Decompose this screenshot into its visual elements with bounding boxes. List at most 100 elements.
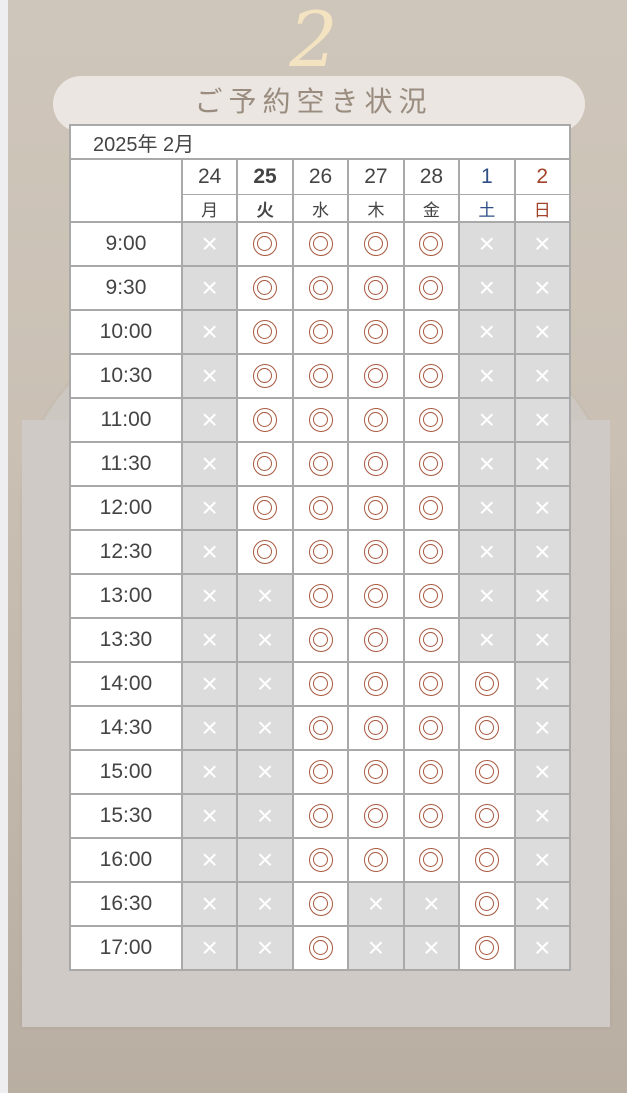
slot-available[interactable] — [291, 925, 350, 971]
slot-available[interactable] — [402, 529, 461, 575]
slot-unavailable: × — [347, 925, 405, 971]
double-circle-icon — [419, 760, 444, 784]
time-label: 10:00 — [69, 309, 183, 355]
slot-available[interactable] — [347, 837, 405, 883]
slot-available[interactable] — [402, 661, 461, 707]
slot-available[interactable] — [236, 441, 294, 487]
slot-available[interactable] — [402, 573, 461, 619]
slot-available[interactable] — [347, 441, 405, 487]
slot-available[interactable] — [347, 573, 405, 619]
slot-available[interactable] — [347, 309, 405, 355]
slot-available[interactable] — [347, 661, 405, 707]
slot-available[interactable] — [291, 661, 350, 707]
slot-available[interactable] — [402, 353, 461, 399]
slot-available[interactable] — [291, 837, 350, 883]
slot-available[interactable] — [347, 529, 405, 575]
slot-available[interactable] — [347, 353, 405, 399]
slot-available[interactable] — [402, 793, 461, 839]
day-of-week: 土 — [458, 194, 516, 223]
slot-available[interactable] — [291, 749, 350, 795]
slot-unavailable: × — [513, 397, 572, 443]
slot-available[interactable] — [236, 221, 294, 267]
time-slot-row: 13:30 × × × × — [69, 617, 572, 663]
slot-available[interactable] — [236, 265, 294, 311]
cross-icon: × — [534, 580, 551, 611]
double-circle-icon — [419, 716, 444, 740]
time-slot-row: 14:30 × × × — [69, 705, 572, 751]
cross-icon: × — [478, 624, 495, 655]
slot-available[interactable] — [291, 881, 350, 927]
cross-icon: × — [478, 448, 495, 479]
slot-available[interactable] — [291, 617, 350, 663]
cross-icon: × — [478, 580, 495, 611]
slot-unavailable: × — [236, 749, 294, 795]
slot-available[interactable] — [291, 529, 350, 575]
slot-available[interactable] — [291, 441, 350, 487]
slot-available[interactable] — [291, 353, 350, 399]
double-circle-icon — [474, 804, 499, 828]
time-label: 13:30 — [69, 617, 183, 663]
slot-unavailable: × — [236, 881, 294, 927]
day-date-2: 2 — [513, 158, 572, 195]
slot-available[interactable] — [291, 485, 350, 531]
cross-icon: × — [201, 624, 218, 655]
slot-available[interactable] — [291, 573, 350, 619]
slot-available[interactable] — [402, 309, 461, 355]
slot-available[interactable] — [458, 881, 516, 927]
slot-available[interactable] — [402, 617, 461, 663]
slot-unavailable: × — [236, 617, 294, 663]
day-of-week: 木 — [347, 194, 405, 223]
slot-available[interactable] — [236, 529, 294, 575]
slot-available[interactable] — [291, 397, 350, 443]
slot-available[interactable] — [236, 397, 294, 443]
slot-unavailable: × — [458, 485, 516, 531]
slot-unavailable: × — [458, 221, 516, 267]
time-slot-row: 13:00 × × × × — [69, 573, 572, 619]
slot-available[interactable] — [458, 837, 516, 883]
slot-available[interactable] — [291, 265, 350, 311]
time-slot-row: 11:30 × × × — [69, 441, 572, 487]
time-slot-row: 15:00 × × × — [69, 749, 572, 795]
slot-available[interactable] — [458, 661, 516, 707]
slot-available[interactable] — [458, 749, 516, 795]
slot-available[interactable] — [347, 705, 405, 751]
slot-available[interactable] — [402, 221, 461, 267]
slot-available[interactable] — [402, 397, 461, 443]
slot-available[interactable] — [236, 485, 294, 531]
slot-available[interactable] — [402, 837, 461, 883]
slot-available[interactable] — [402, 441, 461, 487]
slot-available[interactable] — [347, 221, 405, 267]
slot-unavailable: × — [180, 573, 239, 619]
slot-available[interactable] — [291, 793, 350, 839]
slot-available[interactable] — [458, 705, 516, 751]
double-circle-icon — [253, 320, 278, 344]
slot-available[interactable] — [402, 265, 461, 311]
time-slot-row: 10:00 × × × — [69, 309, 572, 355]
double-circle-icon — [253, 496, 278, 520]
slot-available[interactable] — [347, 617, 405, 663]
slot-available[interactable] — [347, 397, 405, 443]
slot-available[interactable] — [291, 705, 350, 751]
slot-available[interactable] — [347, 485, 405, 531]
slot-unavailable: × — [513, 353, 572, 399]
slot-unavailable: × — [513, 749, 572, 795]
slot-available[interactable] — [402, 485, 461, 531]
slot-unavailable: × — [180, 837, 239, 883]
slot-available[interactable] — [291, 221, 350, 267]
slot-available[interactable] — [236, 353, 294, 399]
slot-unavailable: × — [236, 705, 294, 751]
slot-available[interactable] — [236, 309, 294, 355]
slot-available[interactable] — [291, 309, 350, 355]
slot-available[interactable] — [347, 265, 405, 311]
day-date-1: 1 — [458, 158, 516, 195]
double-circle-icon — [419, 804, 444, 828]
slot-available[interactable] — [402, 705, 461, 751]
slot-available[interactable] — [458, 925, 516, 971]
slot-available[interactable] — [347, 749, 405, 795]
double-circle-icon — [363, 408, 388, 432]
cross-icon: × — [534, 492, 551, 523]
slot-available[interactable] — [347, 793, 405, 839]
slot-unavailable: × — [236, 573, 294, 619]
slot-available[interactable] — [402, 749, 461, 795]
slot-available[interactable] — [458, 793, 516, 839]
